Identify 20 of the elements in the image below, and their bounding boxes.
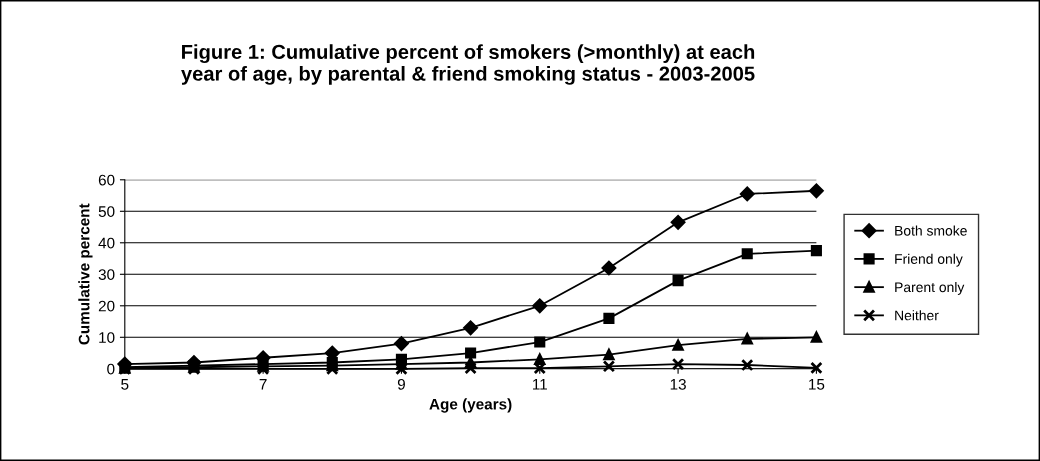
x-tick-label: 13 [670, 378, 686, 390]
legend-label: Friend only [895, 253, 963, 267]
legend-label: Both smoke [895, 225, 967, 236]
x-tick-label: 5 [121, 379, 129, 390]
legend-label: Neither [895, 310, 939, 321]
y-tick-label: 40 [98, 237, 115, 249]
x-tick-label: 7 [259, 379, 267, 390]
legend-label: Parent only [895, 281, 965, 295]
y-tick-label: 20 [98, 300, 115, 312]
y-axis-title: Cumulative percent [78, 203, 93, 345]
chart-title: Figure 1: Cumulative percent of smokers (>monthly) at each year of age, by parental & friend smoking status - 2003-2005 [181, 44, 755, 85]
y-tick-label: 30 [98, 269, 115, 280]
y-tick-label: 50 [98, 206, 115, 217]
y-tick-label: 0 [107, 363, 115, 375]
x-tick-label: 15 [809, 379, 825, 390]
x-tick-label: 9 [397, 378, 405, 390]
y-tick-label: 60 [98, 174, 115, 186]
x-tick-label: 11 [532, 379, 547, 390]
y-tick-label: 10 [99, 332, 115, 343]
x-axis-title: Age (years) [429, 398, 512, 413]
